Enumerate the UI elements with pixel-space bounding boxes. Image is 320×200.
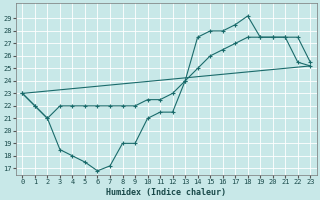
X-axis label: Humidex (Indice chaleur): Humidex (Indice chaleur) — [106, 188, 226, 197]
